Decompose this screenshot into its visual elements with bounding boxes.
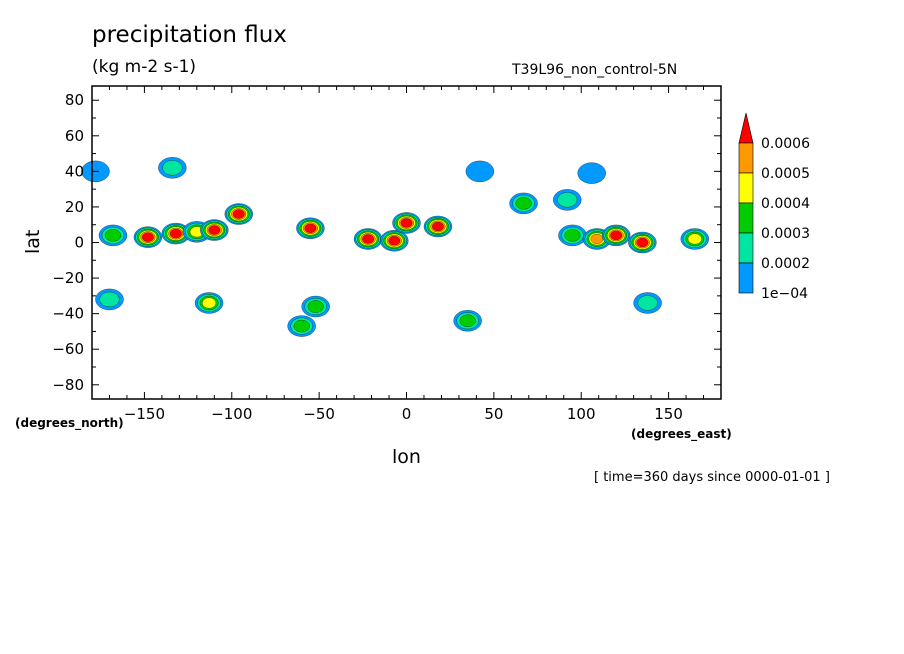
x-tick-label: 100 xyxy=(567,405,596,423)
contour-level-1 xyxy=(99,291,120,307)
contour-level-4 xyxy=(590,234,604,244)
precip-cell xyxy=(509,192,538,215)
precip-cell xyxy=(200,219,229,241)
precip-cell xyxy=(602,224,631,247)
precip-cell xyxy=(392,212,421,234)
precip-cell xyxy=(98,224,128,247)
x-tick-label: 50 xyxy=(484,405,503,423)
run-label: T39L96_non_control-5N xyxy=(512,62,678,78)
contour-level-1 xyxy=(637,295,658,311)
contour-level-5 xyxy=(142,232,154,242)
colorbar-label: 0.0005 xyxy=(761,166,810,182)
colorbar-label: 0.0002 xyxy=(761,256,810,272)
y-tick-label: 20 xyxy=(65,198,84,216)
contour-level-1 xyxy=(162,160,183,176)
y-tick-label: −80 xyxy=(52,376,84,394)
precip-cell xyxy=(558,224,587,247)
y-tick-label: 40 xyxy=(65,162,84,180)
x-axis-label: lon xyxy=(392,446,421,468)
precip-cell xyxy=(582,228,612,250)
precip-cell xyxy=(453,310,482,332)
contour-level-5 xyxy=(304,223,317,233)
chart-title: precipitation flux xyxy=(92,22,287,48)
precip-cell xyxy=(628,231,657,254)
contour-level-5 xyxy=(170,229,182,239)
colorbar-segment xyxy=(738,202,754,234)
contour-level-0 xyxy=(465,160,495,183)
precip-cell xyxy=(133,226,163,248)
precip-cell xyxy=(301,295,330,318)
contour-level-2 xyxy=(515,197,532,210)
colorbar-label: 1e−04 xyxy=(761,286,808,302)
y-tick-label: 80 xyxy=(65,91,84,109)
y-tick-label: −40 xyxy=(52,305,84,323)
precip-cell xyxy=(577,162,606,184)
time-note: [ time=360 days since 0000-01-01 ] xyxy=(594,470,830,485)
contour-level-2 xyxy=(104,229,122,242)
precip-cell xyxy=(224,203,253,225)
contour-level-5 xyxy=(208,225,221,235)
contour-level-0 xyxy=(577,162,606,184)
contour-level-3 xyxy=(687,233,702,245)
precip-cell xyxy=(680,228,709,250)
x-tick-label: 150 xyxy=(654,405,683,423)
contour-level-2 xyxy=(307,300,324,313)
contour-level-2 xyxy=(459,314,476,327)
contour-level-5 xyxy=(232,209,245,219)
precip-cell xyxy=(95,288,124,311)
precip-cell xyxy=(158,157,187,179)
colorbar: 0.0006 0.0005 0.0004 0.0003 0.0002 1e−04 xyxy=(738,112,810,302)
contour-level-5 xyxy=(432,221,444,232)
x-tick-label: −150 xyxy=(124,405,165,423)
precip-cell xyxy=(353,228,383,250)
x-tick-label: −100 xyxy=(211,405,252,423)
precip-cell xyxy=(633,292,662,314)
colorbar-arrow xyxy=(738,112,754,144)
colorbar-label: 0.0006 xyxy=(761,136,810,152)
precip-cell xyxy=(194,292,224,314)
colorbar-label: 0.0003 xyxy=(761,226,810,242)
contour-level-5 xyxy=(636,237,649,248)
precip-cell xyxy=(380,230,409,252)
colorbar-segment xyxy=(738,232,754,264)
x-tick-label: −50 xyxy=(303,405,335,423)
x-tick-label: 0 xyxy=(402,405,412,423)
colorbar-segment xyxy=(738,142,754,174)
y-tick-label: −20 xyxy=(52,269,84,287)
contour-layer xyxy=(81,157,709,337)
contour-level-2 xyxy=(293,319,310,333)
contour-level-3 xyxy=(202,297,217,309)
precip-cell xyxy=(161,222,191,245)
contour-level-5 xyxy=(610,230,622,240)
contour-level-5 xyxy=(400,218,413,228)
precip-cell xyxy=(423,215,453,238)
contour-level-2 xyxy=(564,229,581,242)
chart-subtitle: (kg m-2 s-1) xyxy=(92,57,197,77)
colorbar-segment xyxy=(738,262,754,294)
precip-cell xyxy=(296,217,325,239)
contour-level-1 xyxy=(557,192,578,208)
precip-cell xyxy=(287,315,316,337)
y-tick-label: 60 xyxy=(65,127,84,145)
lon-units-note: (degrees_north) xyxy=(15,416,124,430)
contour-level-5 xyxy=(362,234,374,244)
precip-cell xyxy=(465,160,495,183)
y-tick-label: −60 xyxy=(52,340,84,358)
y-tick-label: 0 xyxy=(74,234,84,252)
axis-ticks: −150 −100 −50 0 50 100 150 −80 −60 −40 −20 0 20 40 60 8… xyxy=(52,86,722,423)
colorbar-segment xyxy=(738,172,754,204)
lat-units-note: (degrees_east) xyxy=(631,427,732,441)
precip-cell xyxy=(553,189,582,211)
colorbar-label: 0.0004 xyxy=(761,196,810,212)
contour-level-5 xyxy=(388,236,401,246)
